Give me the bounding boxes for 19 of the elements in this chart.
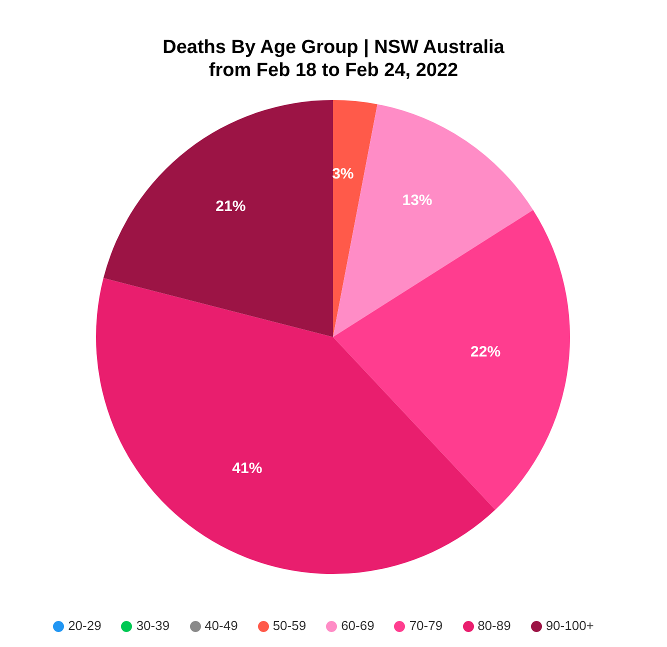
data-label: 21%	[216, 198, 246, 216]
legend-label: 90-100+	[546, 618, 594, 633]
legend-label: 70-79	[409, 618, 443, 633]
legend-label: 50-59	[272, 618, 306, 633]
legend-label: 80-89	[478, 618, 511, 633]
data-label: 41%	[232, 460, 262, 478]
pie-slice	[333, 104, 534, 337]
data-label: 3%	[332, 165, 354, 182]
legend-label: 40-49	[204, 618, 238, 633]
legend-label: 60-69	[341, 618, 374, 633]
data-label: 13%	[402, 192, 432, 210]
pie-slice	[333, 210, 570, 510]
legend-label: 30-39	[136, 618, 170, 633]
legend-label: 20-29	[68, 618, 102, 633]
pie-slice	[333, 100, 378, 337]
pie-slice	[103, 100, 333, 337]
chart-title: Deaths By Age Group | NSW Australia	[162, 36, 506, 59]
chart-subtitle: from Feb 18 to Feb 24, 2022	[208, 59, 460, 82]
data-label: 22%	[470, 343, 501, 360]
